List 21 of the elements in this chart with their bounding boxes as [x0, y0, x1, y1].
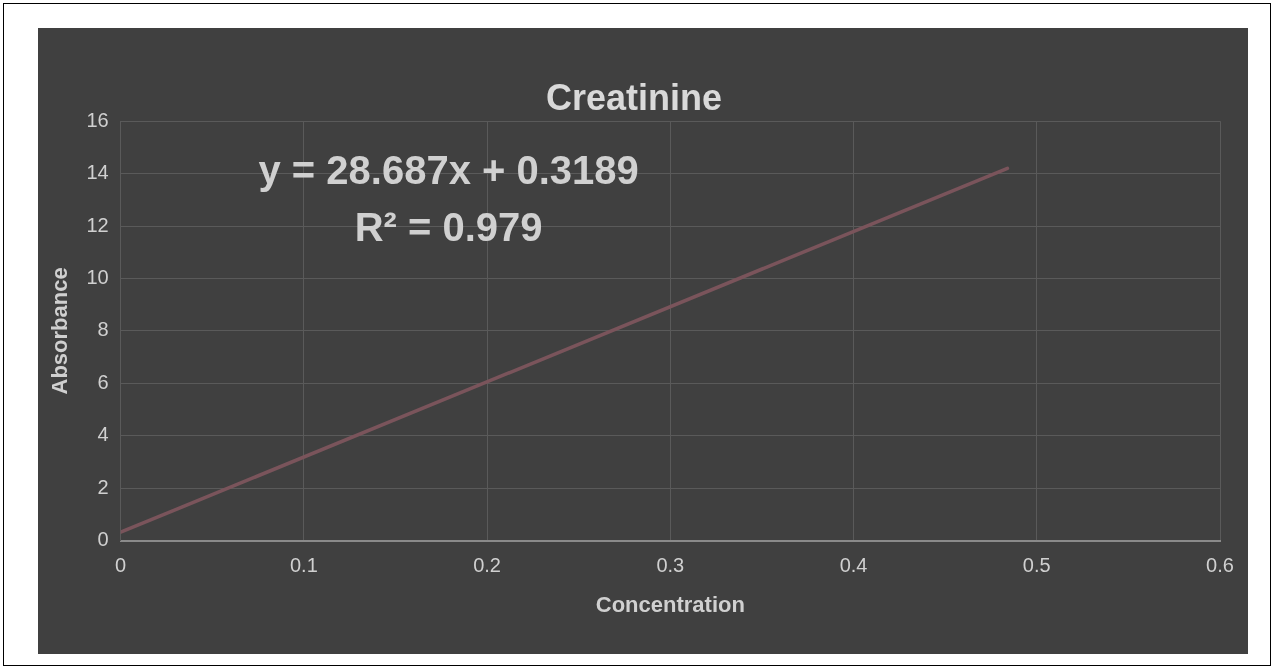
y-tick-label: 16 — [86, 108, 109, 131]
y-axis-title: Absorbance — [47, 267, 73, 395]
y-tick-label: 8 — [97, 318, 109, 341]
y-tick-label: 12 — [86, 213, 109, 236]
y-tick-label: 4 — [97, 423, 109, 446]
x-tick-label: 0.6 — [1206, 554, 1234, 577]
annotation: R² = 0.979 — [354, 205, 543, 250]
y-tick-label: 6 — [97, 370, 109, 393]
x-tick-label: 0 — [115, 554, 127, 577]
x-tick-label: 0.1 — [289, 554, 318, 577]
annotation: y = 28.687x + 0.3189 — [258, 148, 639, 193]
y-tick-label: 14 — [86, 161, 109, 184]
x-tick-label: 0.2 — [473, 554, 501, 577]
y-tick-label: 10 — [86, 265, 109, 288]
x-tick-label: 0.5 — [1022, 554, 1051, 577]
x-axis-title: Concentration — [595, 591, 745, 617]
x-tick-label: 0.3 — [656, 554, 685, 577]
chart-title: Creatinine — [545, 76, 723, 118]
y-tick-label: 0 — [97, 528, 109, 551]
y-tick-label: 2 — [97, 475, 109, 498]
x-tick-label: 0.4 — [839, 554, 868, 577]
